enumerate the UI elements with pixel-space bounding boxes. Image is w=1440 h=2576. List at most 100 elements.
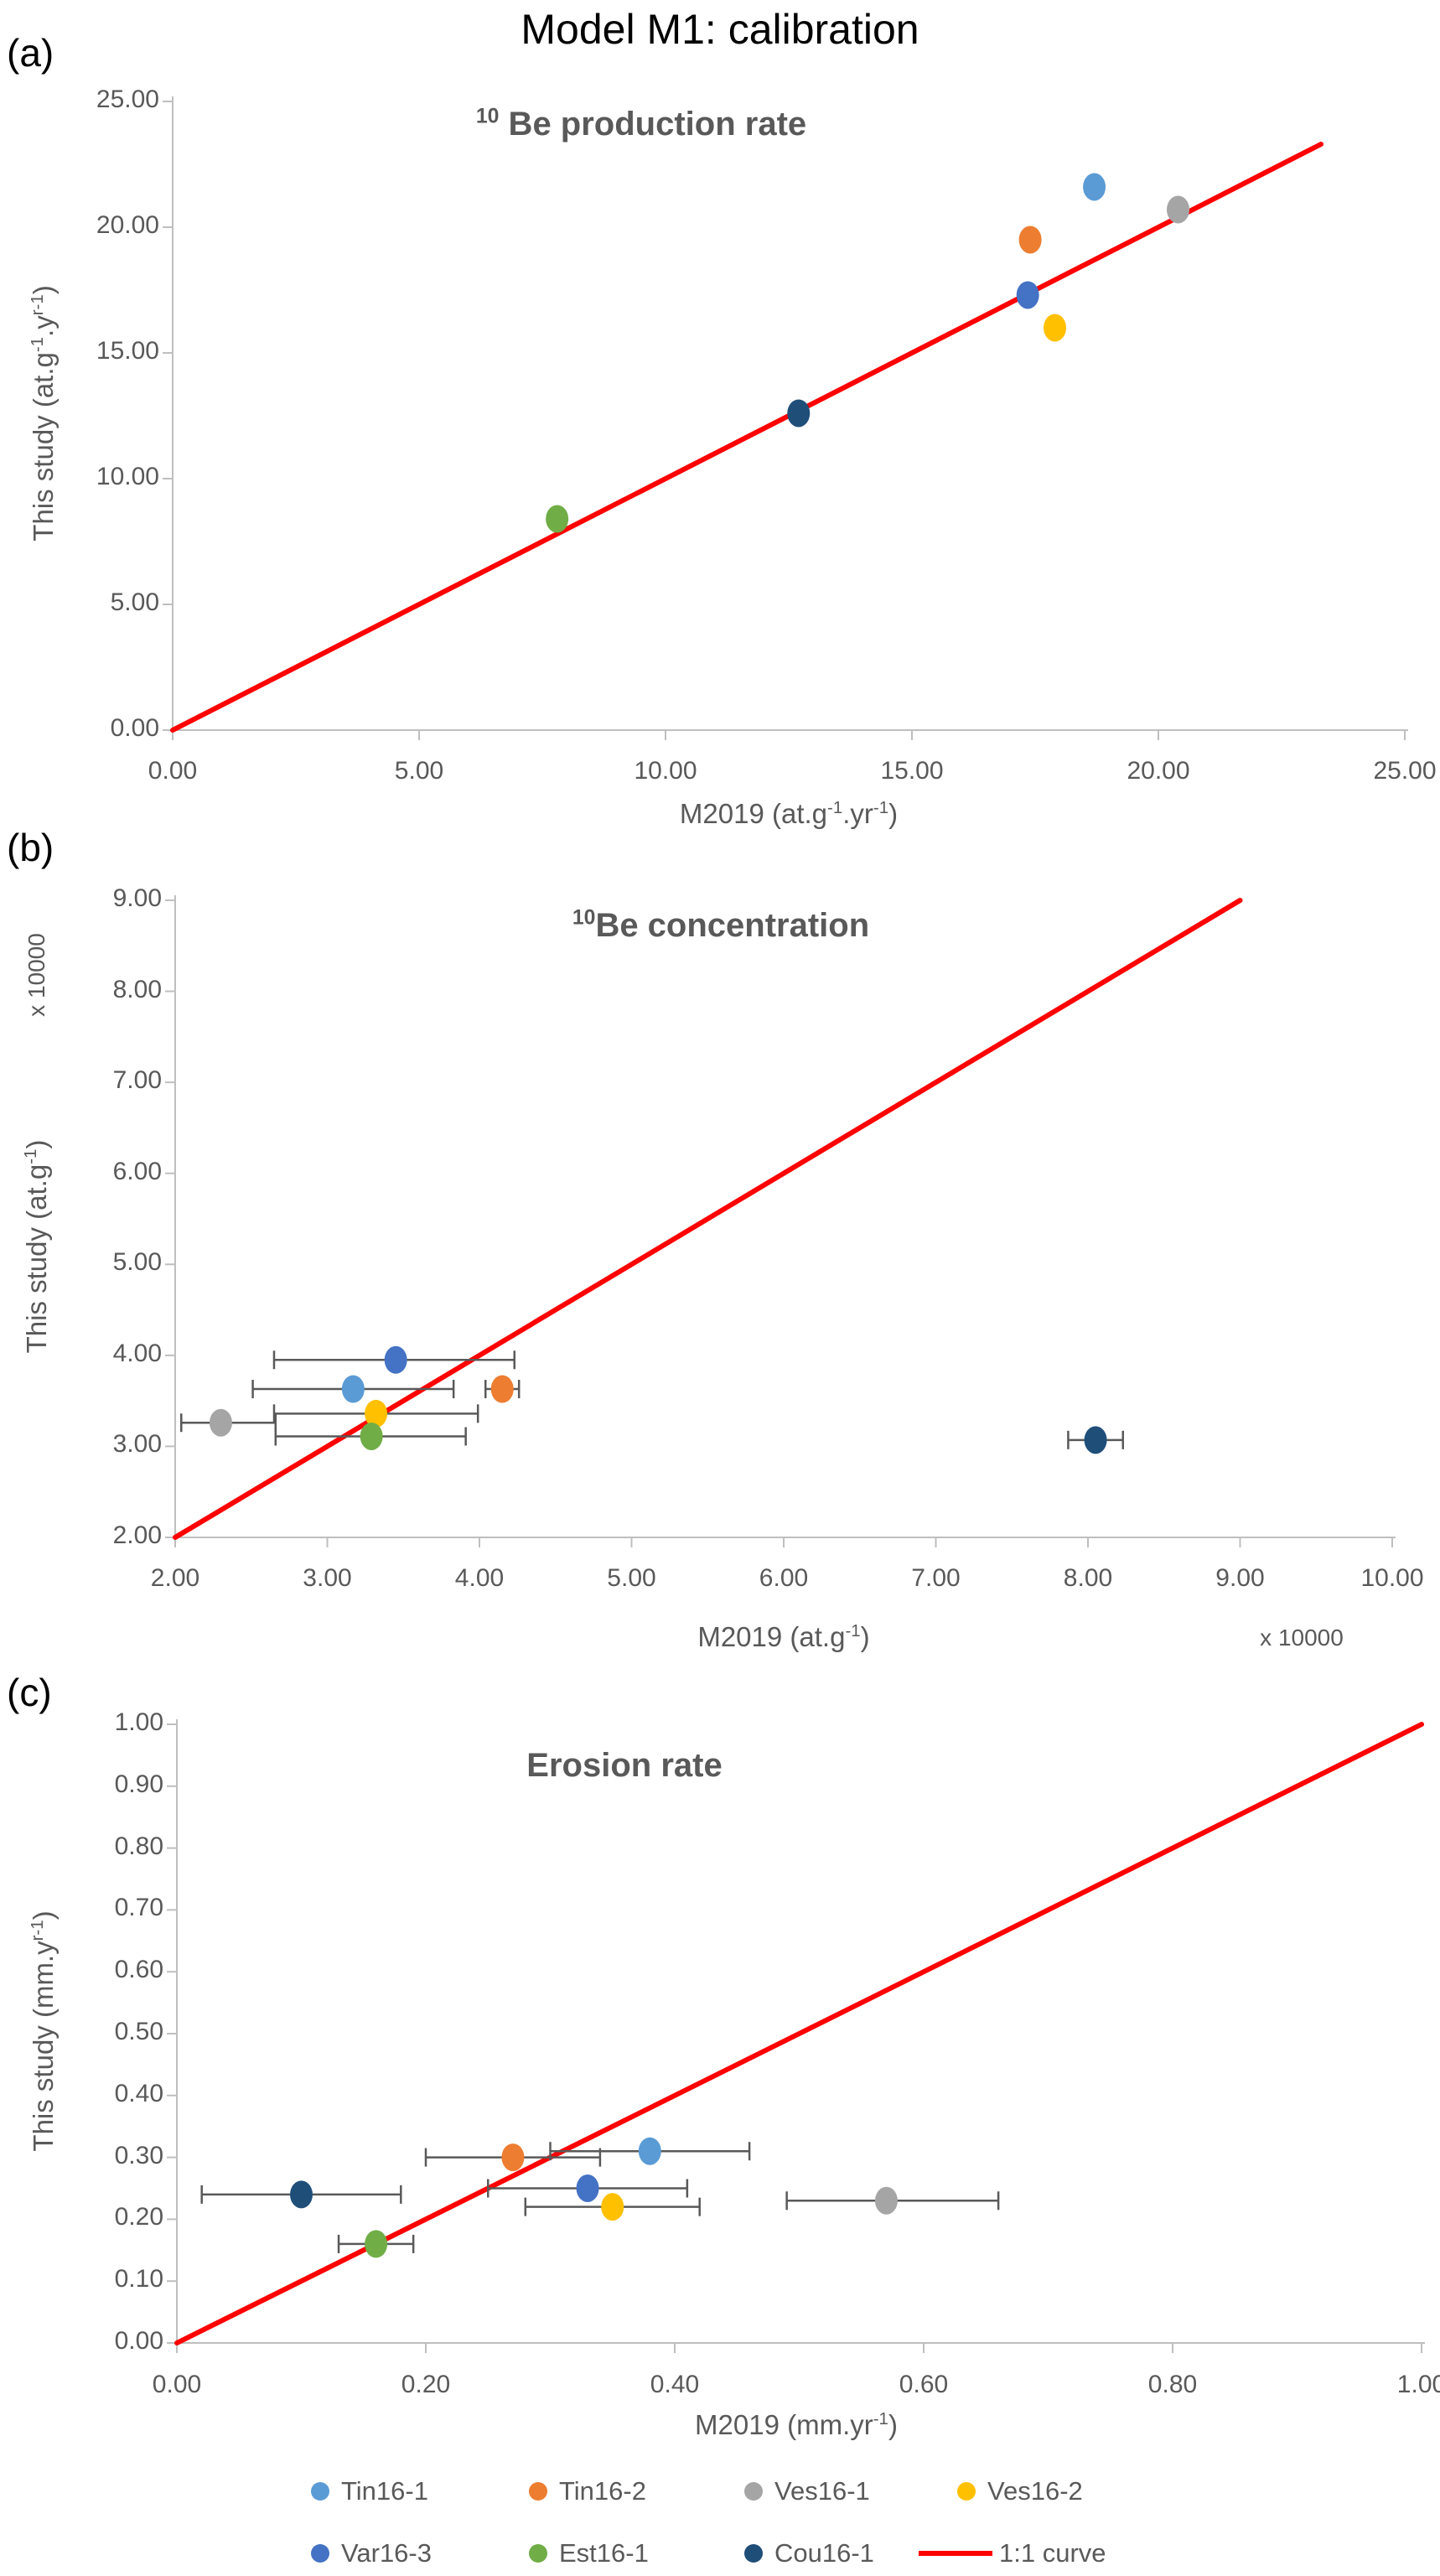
- x-tick-label: 10.00: [1360, 1564, 1424, 1592]
- x-axis-title-a: M2019 (at.g-1.yr-1): [679, 798, 899, 829]
- x-tick-label: 9.00: [1215, 1564, 1265, 1592]
- legend-item-est16-1: Est16-1: [529, 2537, 649, 2570]
- legend-label-tin16-2: Tin16-2: [559, 2476, 646, 2506]
- data-point-cou16-1: [787, 399, 811, 428]
- data-point-cou16-1: [1084, 1426, 1107, 1454]
- legend-label-cou16-1: Cou16-1: [774, 2538, 874, 2568]
- data-point-ves16-1: [874, 2186, 898, 2215]
- y-tick-label: 5.00: [112, 1248, 162, 1277]
- y-tick-label: 0.00: [110, 714, 159, 742]
- x-tick-label: 20.00: [1127, 757, 1190, 785]
- data-point-est16-1: [546, 505, 569, 533]
- x-tick-label: 3.00: [303, 1564, 352, 1592]
- x-tick-label: 1.00: [1396, 2371, 1440, 2398]
- legend-marker-cou16-1-icon: [744, 2544, 763, 2563]
- x-tick-label: 0.40: [650, 2371, 700, 2398]
- y-tick-label: 4.00: [112, 1339, 162, 1367]
- y-tick-label: 15.00: [96, 337, 159, 365]
- y-axis-title-c: This study (mm.yr-1): [28, 1910, 59, 2152]
- data-point-est16-1: [360, 1422, 383, 1450]
- y-tick-label: 0.30: [114, 2141, 163, 2169]
- x-axis-title-c: M2019 (mm.yr-1): [695, 2409, 898, 2440]
- legend-item-identity-line: 1:1 curve: [919, 2537, 1106, 2570]
- legend-line-icon: [919, 2551, 992, 2556]
- legend-marker-tin16-2-icon: [529, 2482, 547, 2501]
- legend-label-est16-1: Est16-1: [559, 2538, 649, 2568]
- legend-label-identity-line: 1:1 curve: [999, 2538, 1106, 2568]
- y-tick-label: 0.80: [114, 1832, 163, 1860]
- y-tick-label: 8.00: [112, 975, 162, 1003]
- y-axis-title-a: This study (at.g-1.yr-1): [28, 285, 59, 542]
- y-tick-label: 10.00: [96, 463, 159, 490]
- chart-title-a: 10 Be production rate: [475, 105, 807, 143]
- data-point-ves16-2: [1044, 314, 1067, 342]
- x-tick-label: 0.80: [1147, 2371, 1198, 2398]
- x-tick-label: 0.20: [401, 2371, 451, 2398]
- chart-title-b: 10Be concentration: [572, 906, 870, 944]
- legend-label-var16-3: Var16-3: [341, 2538, 432, 2568]
- data-point-ves16-2: [601, 2193, 624, 2221]
- y-tick-label: 7.00: [112, 1066, 162, 1095]
- panel-label-a: (a): [7, 31, 54, 75]
- data-point-var16-3: [384, 1345, 407, 1374]
- x-tick-label: 5.00: [607, 1564, 656, 1592]
- y-tick-label: 2.00: [112, 1521, 162, 1549]
- legend-item-tin16-2: Tin16-2: [529, 2475, 646, 2508]
- legend-item-ves16-1: Ves16-1: [744, 2475, 870, 2508]
- y-tick-label: 0.90: [114, 1770, 163, 1798]
- legend-marker-ves16-2-icon: [957, 2482, 976, 2501]
- legend-label-ves16-2: Ves16-2: [987, 2476, 1083, 2506]
- data-point-tin16-1: [1083, 173, 1106, 201]
- y-tick-label: 25.00: [96, 86, 159, 113]
- y-tick-label: 0.10: [114, 2265, 163, 2294]
- data-point-ves16-2: [365, 1399, 388, 1428]
- legend-item-var16-3: Var16-3: [311, 2537, 432, 2570]
- x-tick-label: 4.00: [454, 1564, 505, 1592]
- legend-item-cou16-1: Cou16-1: [744, 2537, 874, 2570]
- data-point-var16-3: [1016, 281, 1039, 309]
- data-point-tin16-2: [490, 1375, 514, 1403]
- y-tick-label: 3.00: [112, 1430, 162, 1459]
- identity-line: [173, 898, 1243, 1540]
- x-tick-label: 7.00: [911, 1564, 961, 1592]
- x-axis-units-b: x 10000: [1260, 1625, 1344, 1651]
- identity-line: [170, 142, 1324, 733]
- y-tick-label: 6.00: [112, 1157, 162, 1185]
- panel-label-c: (c): [7, 1671, 52, 1714]
- x-tick-label: 2.00: [150, 1564, 200, 1592]
- data-point-tin16-2: [1018, 225, 1042, 254]
- chart-title-c: Erosion rate: [526, 1747, 723, 1784]
- y-tick-label: 0.60: [114, 1956, 163, 1984]
- y-tick-label: 0.40: [114, 2079, 163, 2107]
- y-axis-units-b: x 10000: [23, 933, 49, 1017]
- x-tick-label: 0.60: [899, 2371, 949, 2398]
- y-tick-label: 5.00: [110, 588, 159, 616]
- legend-marker-est16-1-icon: [529, 2544, 547, 2563]
- y-tick-label: 1.00: [114, 1708, 163, 1736]
- x-tick-label: 10.00: [634, 757, 697, 785]
- legend-marker-ves16-1-icon: [744, 2482, 763, 2501]
- data-point-tin16-1: [341, 1375, 365, 1403]
- identity-line: [174, 1722, 1424, 2345]
- x-axis-title-b: M2019 (at.g-1): [697, 1621, 870, 1652]
- data-point-est16-1: [365, 2230, 388, 2258]
- x-tick-label: 8.00: [1063, 1564, 1113, 1592]
- y-tick-label: 0.70: [114, 1894, 163, 1922]
- legend-marker-var16-3-icon: [311, 2544, 329, 2563]
- x-tick-label: 5.00: [394, 757, 444, 785]
- data-point-ves16-1: [209, 1408, 232, 1437]
- legend-label-ves16-1: Ves16-1: [774, 2476, 870, 2506]
- x-tick-label: 0.00: [152, 2371, 202, 2398]
- x-tick-label: 6.00: [759, 1564, 809, 1592]
- data-point-cou16-1: [290, 2180, 313, 2209]
- x-tick-label: 15.00: [880, 757, 944, 785]
- legend-item-ves16-2: Ves16-2: [957, 2475, 1083, 2508]
- data-point-tin16-2: [501, 2143, 525, 2172]
- y-tick-label: 0.00: [114, 2327, 163, 2355]
- y-tick-label: 9.00: [112, 884, 162, 912]
- data-point-var16-3: [576, 2174, 599, 2202]
- data-point-tin16-1: [638, 2137, 661, 2165]
- data-point-ves16-1: [1167, 195, 1190, 224]
